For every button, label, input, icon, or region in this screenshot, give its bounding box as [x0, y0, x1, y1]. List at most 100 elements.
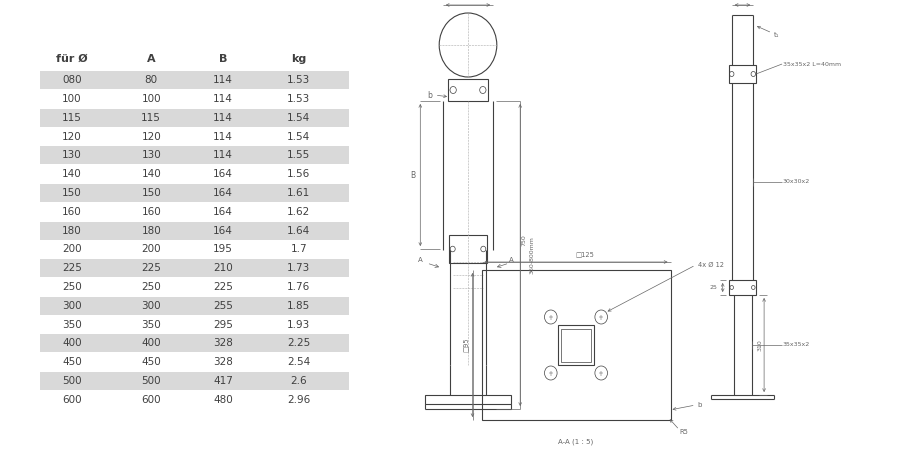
Bar	[558, 325, 594, 365]
Bar	[425, 395, 511, 404]
Text: 400: 400	[62, 338, 82, 348]
Text: 2.6: 2.6	[291, 376, 307, 386]
Text: 480: 480	[213, 395, 233, 405]
Text: B: B	[410, 171, 416, 180]
Text: 114: 114	[213, 94, 233, 104]
Text: 500: 500	[62, 376, 82, 386]
Text: 328: 328	[213, 357, 233, 367]
Text: A: A	[418, 257, 423, 263]
Text: 100: 100	[141, 94, 161, 104]
Text: 114: 114	[213, 132, 233, 142]
Text: 225: 225	[62, 263, 82, 273]
Text: 1.62: 1.62	[287, 207, 310, 217]
Text: 600: 600	[141, 395, 161, 405]
Text: 25: 25	[709, 285, 717, 290]
Bar	[482, 270, 670, 420]
Text: 750: 750	[521, 234, 526, 246]
Text: 250: 250	[141, 282, 161, 292]
Text: 350: 350	[141, 320, 161, 329]
Text: 130: 130	[62, 150, 82, 161]
Text: 160: 160	[62, 207, 82, 217]
Text: 30x30x2: 30x30x2	[783, 179, 810, 184]
Text: 225: 225	[213, 282, 233, 292]
Text: 180: 180	[62, 225, 82, 236]
Text: 114: 114	[213, 75, 233, 86]
Text: 1.54: 1.54	[287, 113, 310, 123]
Text: 195: 195	[213, 244, 233, 254]
Text: 328: 328	[213, 338, 233, 348]
Bar	[40, 221, 349, 240]
Text: kg: kg	[292, 54, 306, 64]
Text: 1.61: 1.61	[287, 188, 310, 198]
Text: 80: 80	[145, 75, 158, 86]
Text: 164: 164	[213, 225, 233, 236]
Text: 2.25: 2.25	[287, 338, 310, 348]
Text: 1.93: 1.93	[287, 320, 310, 329]
Text: 100: 100	[62, 94, 82, 104]
Bar	[729, 280, 756, 295]
Text: für Ø: für Ø	[56, 54, 88, 64]
Text: 180: 180	[141, 225, 161, 236]
Bar	[448, 79, 488, 101]
Text: 120: 120	[62, 132, 82, 142]
Bar	[40, 109, 349, 127]
Text: 310: 310	[757, 339, 762, 351]
Text: 35x35x2: 35x35x2	[783, 342, 810, 347]
Bar	[40, 71, 349, 89]
Text: 4x Ø 12: 4x Ø 12	[698, 262, 724, 268]
Text: 1.73: 1.73	[287, 263, 310, 273]
Text: b: b	[428, 90, 432, 99]
Bar	[729, 65, 756, 83]
Text: 1.53: 1.53	[287, 75, 310, 86]
Text: 2.54: 2.54	[287, 357, 310, 367]
Text: 350: 350	[62, 320, 82, 329]
Bar	[40, 259, 349, 277]
Text: 1.56: 1.56	[287, 169, 310, 179]
Text: 1.85: 1.85	[287, 301, 310, 311]
Text: A: A	[508, 257, 514, 263]
Text: 115: 115	[141, 113, 161, 123]
Text: 150: 150	[62, 188, 82, 198]
Text: 160: 160	[141, 207, 161, 217]
Text: 200: 200	[141, 244, 161, 254]
Text: 164: 164	[213, 207, 233, 217]
Text: 130: 130	[141, 150, 161, 161]
Bar	[40, 184, 349, 202]
Text: 255: 255	[213, 301, 233, 311]
Text: 140: 140	[141, 169, 161, 179]
Text: 1.76: 1.76	[287, 282, 310, 292]
Text: 114: 114	[213, 113, 233, 123]
Text: R5: R5	[680, 429, 688, 435]
Text: 114: 114	[213, 150, 233, 161]
Text: 300: 300	[62, 301, 82, 311]
Bar	[40, 146, 349, 164]
Text: 295: 295	[213, 320, 233, 329]
Text: 120: 120	[141, 132, 161, 142]
Text: 210: 210	[213, 263, 233, 273]
Text: 225: 225	[141, 263, 161, 273]
Text: 417: 417	[213, 376, 233, 386]
Text: 250: 250	[62, 282, 82, 292]
Text: 300: 300	[141, 301, 161, 311]
Text: B: B	[219, 54, 228, 64]
Text: t₁: t₁	[774, 32, 779, 38]
Bar	[449, 235, 487, 263]
Text: 150: 150	[141, 188, 161, 198]
Text: 1.7: 1.7	[291, 244, 307, 254]
Text: 080: 080	[62, 75, 82, 86]
Text: A: A	[147, 54, 156, 64]
Bar	[562, 328, 590, 361]
Text: b: b	[698, 402, 702, 408]
Text: 400: 400	[141, 338, 161, 348]
Bar	[40, 334, 349, 352]
Text: 1.64: 1.64	[287, 225, 310, 236]
Text: 35x35x2 L=40mm: 35x35x2 L=40mm	[783, 62, 842, 67]
Text: 450: 450	[141, 357, 161, 367]
Text: 1.54: 1.54	[287, 132, 310, 142]
Text: 200: 200	[62, 244, 82, 254]
Bar	[40, 297, 349, 315]
Text: 450: 450	[62, 357, 82, 367]
Text: 164: 164	[213, 169, 233, 179]
Bar	[40, 372, 349, 390]
Text: □125: □125	[576, 251, 594, 257]
